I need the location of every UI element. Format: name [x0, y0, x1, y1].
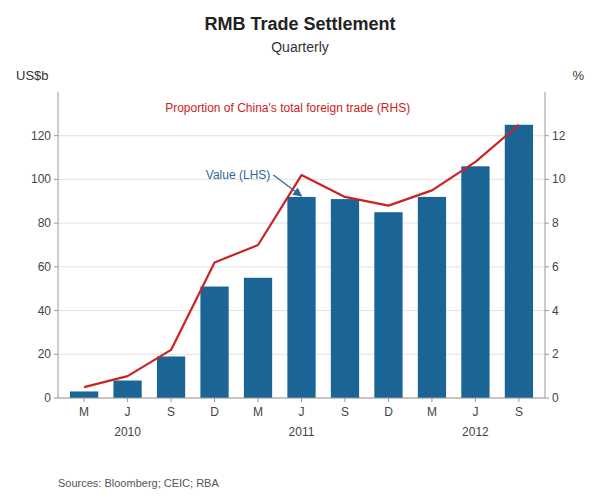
y-tick-label: 20: [38, 347, 52, 361]
chart-svg: RMB Trade SettlementQuarterlyUS$b%020406…: [0, 0, 600, 499]
bar: [418, 197, 446, 398]
y-tick-label: 80: [38, 216, 52, 230]
bar: [244, 278, 272, 398]
y-tick-label: 120: [31, 129, 51, 143]
x-tick-label: M: [79, 405, 89, 419]
x-tick: [214, 398, 215, 402]
y2-axis-label: %: [572, 68, 584, 83]
x-tick-label: D: [384, 405, 393, 419]
y-axis-line: [58, 92, 59, 398]
bar: [113, 381, 141, 398]
annotation: Value (LHS): [206, 168, 270, 182]
y2-tick-label: 6: [552, 260, 559, 274]
y2-tick: [545, 398, 549, 399]
title: RMB Trade Settlement: [204, 14, 395, 34]
x-tick-label: S: [341, 405, 349, 419]
y-tick: [54, 310, 58, 311]
x-tick-label: S: [167, 405, 175, 419]
y2-tick-label: 10: [552, 172, 566, 186]
y2-tick: [545, 354, 549, 355]
y-tick-label: 100: [31, 172, 51, 186]
year-label: 2012: [462, 425, 489, 439]
y2-axis-line: [545, 92, 546, 398]
bar: [287, 197, 315, 398]
x-tick-label: J: [125, 405, 131, 419]
bar: [461, 166, 489, 398]
y2-tick-label: 8: [552, 216, 559, 230]
y2-tick-label: 12: [552, 129, 566, 143]
year-label: 2011: [289, 425, 315, 439]
x-tick: [475, 398, 476, 402]
bar: [331, 199, 359, 398]
y-tick-label: 40: [38, 304, 52, 318]
x-tick: [301, 398, 302, 402]
x-tick-label: J: [299, 405, 305, 419]
y-tick: [54, 398, 58, 399]
line: [84, 125, 519, 387]
grid-line: [58, 135, 545, 136]
y2-tick: [545, 135, 549, 136]
bar: [70, 391, 98, 398]
bar: [157, 356, 185, 398]
annotation-arrow: [273, 175, 301, 196]
y2-tick: [545, 310, 549, 311]
y2-tick-label: 0: [552, 391, 559, 405]
x-tick: [171, 398, 172, 402]
x-tick: [431, 398, 432, 402]
y-tick: [54, 135, 58, 136]
y2-tick: [545, 266, 549, 267]
bar: [505, 125, 533, 398]
y2-tick-label: 2: [552, 347, 559, 361]
x-tick: [344, 398, 345, 402]
y2-tick: [545, 223, 549, 224]
x-tick: [388, 398, 389, 402]
plot-area: [70, 125, 533, 398]
y-tick: [54, 223, 58, 224]
y-tick-label: 60: [38, 260, 52, 274]
year-label: 2010: [114, 425, 141, 439]
x-tick: [518, 398, 519, 402]
y-tick: [54, 354, 58, 355]
x-tick-label: J: [472, 405, 478, 419]
x-tick-label: D: [210, 405, 219, 419]
y-tick-label: 0: [44, 391, 51, 405]
x-tick: [127, 398, 128, 402]
annotation: Proportion of China's total foreign trad…: [165, 101, 410, 115]
x-tick-label: M: [427, 405, 437, 419]
x-tick-label: S: [515, 405, 523, 419]
x-tick: [258, 398, 259, 402]
y2-tick: [545, 179, 549, 180]
x-tick: [84, 398, 85, 402]
subtitle: Quarterly: [271, 39, 329, 55]
y-tick: [54, 266, 58, 267]
x-tick-label: M: [253, 405, 263, 419]
bar: [374, 212, 402, 398]
y2-tick-label: 4: [552, 304, 559, 318]
source: Sources: Bloomberg; CEIC; RBA: [58, 477, 219, 489]
y-axis-label: US$b: [16, 68, 49, 83]
chart-container: RMB Trade SettlementQuarterlyUS$b%020406…: [0, 0, 600, 499]
bar: [200, 287, 228, 398]
y-tick: [54, 179, 58, 180]
